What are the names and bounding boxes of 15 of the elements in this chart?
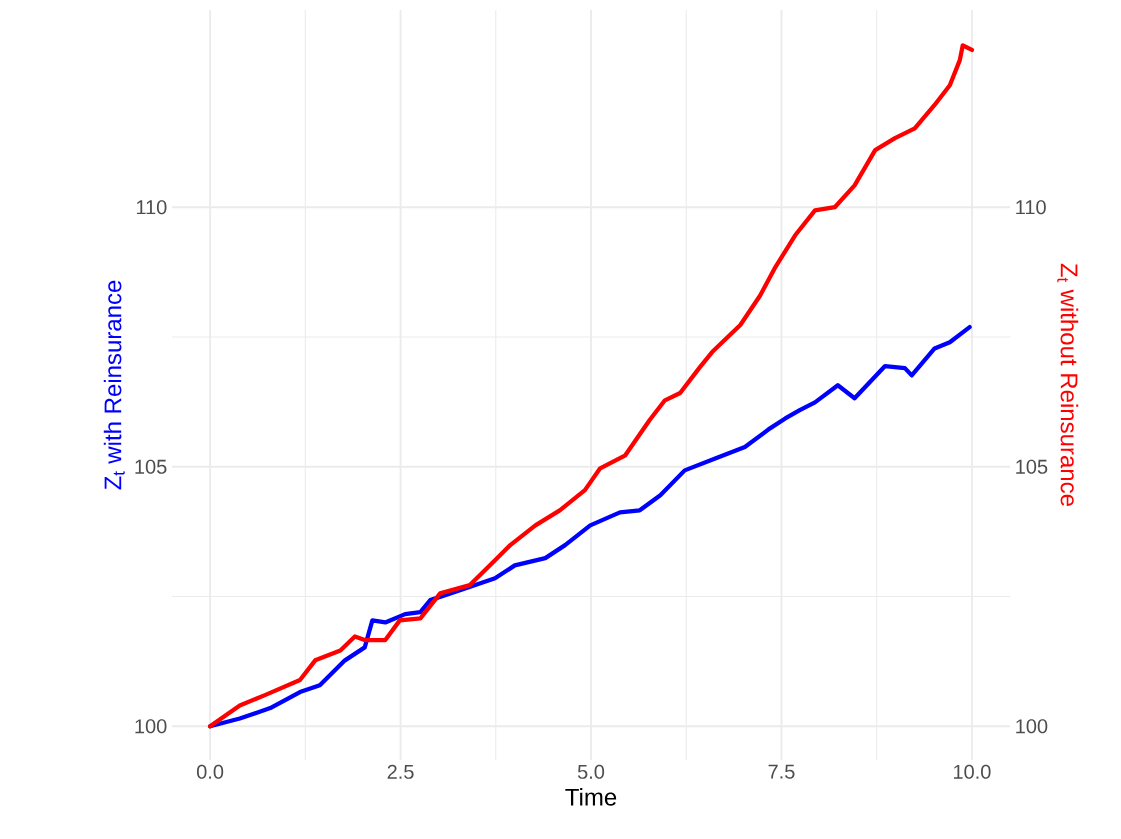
line-series xyxy=(207,43,975,729)
x-tick-label: 5.0 xyxy=(577,764,605,779)
y2-tick-label: 100 xyxy=(1016,719,1048,734)
y-tick-label: 105 xyxy=(135,459,167,474)
y2-tick-label: 110 xyxy=(1016,200,1046,215)
y-tick-label: 100 xyxy=(135,719,167,734)
y-axis-title: Z$_{t}$ with Reinsurance xyxy=(103,280,125,490)
y-tick-label: 110 xyxy=(136,200,167,215)
x-tick-label: 0.0 xyxy=(196,764,224,779)
x-axis-title: Time xyxy=(565,788,617,806)
x-tick-label: 7.5 xyxy=(768,764,795,779)
x-tick-label: 2.5 xyxy=(387,764,414,779)
x-tick-label: 10.0 xyxy=(953,764,991,779)
y2-tick-label: 105 xyxy=(1016,459,1048,474)
y2-axis-title: Z$_{t}$ without Reinsurance xyxy=(1057,263,1079,506)
